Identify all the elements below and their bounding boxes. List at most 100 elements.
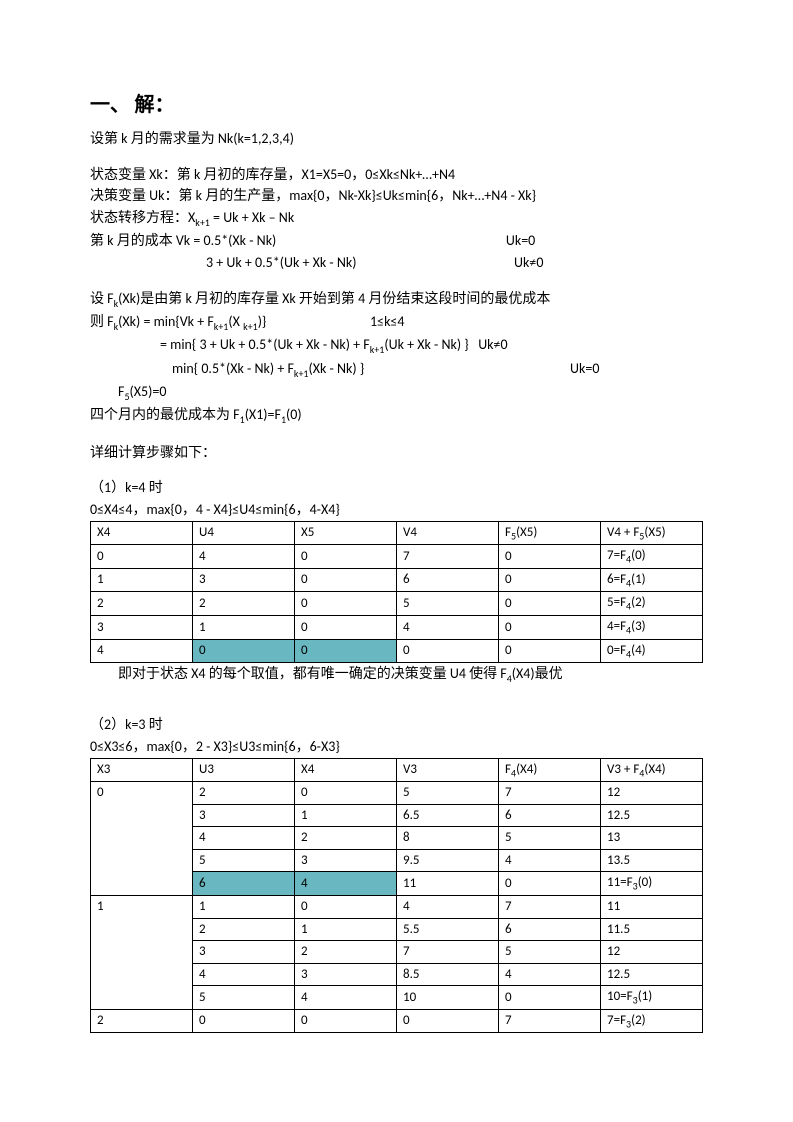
k3-cond: 0≤X3≤6，max{0，2 - X3}≤U3≤min{6，6-X3}	[90, 736, 703, 758]
k4-label: （1）k=4 时	[90, 477, 703, 499]
table-cell: 6	[499, 918, 601, 941]
transfer-equation: 状态转移方程：Xk+1 = Uk + Xk – Nk	[90, 207, 703, 230]
cost-cond-2: Uk≠0	[514, 254, 543, 271]
cost-eq-2: 3 + Uk + 0.5*(Uk + Xk - Nk)	[206, 254, 357, 271]
table-cell: 1	[295, 918, 397, 941]
table-cell: 12	[601, 782, 703, 805]
table-header-cell: X4	[295, 758, 397, 782]
table-cell: 5	[397, 782, 499, 805]
table-cell: 0	[499, 986, 601, 1010]
table-cell: 12.5	[601, 963, 703, 986]
table-cell: 7=F4(0)	[601, 545, 703, 569]
table-cell: 0	[295, 545, 397, 569]
table-cell: 0	[499, 615, 601, 639]
cost-eq-1: Vk = 0.5*(Xk - Nk)	[176, 232, 276, 249]
table-cell: 3	[295, 963, 397, 986]
k4-note: 即对于状态 X4 的每个取值，都有唯一确定的决策变量 U4 使得 F4(X4)最…	[90, 663, 703, 686]
section-title: 一、 解：	[90, 90, 703, 120]
table-cell: 2	[295, 827, 397, 850]
fk-sub1-cond: Uk≠0	[478, 336, 507, 353]
table-header-cell: U3	[193, 758, 295, 782]
table-cell: 0	[499, 592, 601, 616]
table-header-cell: F5(X5)	[499, 521, 601, 545]
table-cell: 4	[295, 986, 397, 1010]
table-cell: 0	[499, 568, 601, 592]
table-cell: 0	[499, 639, 601, 663]
table-cell: 13.5	[601, 849, 703, 872]
table-cell: 0	[499, 872, 601, 896]
k4-cond: 0≤X4≤4，max{0，4 - X4}≤U4≤min{6，4-X4}	[90, 499, 703, 521]
table-k3: X3U3X4V3F4(X4)V3 + F4(X4)0205712316.5612…	[90, 758, 703, 1033]
cost-line-2: 3 + Uk + 0.5*(Uk + Xk - Nk) Uk≠0	[90, 252, 703, 274]
table-cell: 4	[499, 849, 601, 872]
fk-main: 则 Fk(Xk) = min{Vk + Fk+1(X k+1)}1≤k≤4	[90, 311, 703, 334]
table-cell: 5	[499, 941, 601, 964]
k3-label: （2）k=3 时	[90, 714, 703, 736]
table-cell: 8.5	[397, 963, 499, 986]
cost-label: 第 k 月的成本	[90, 232, 176, 249]
table-cell: 10=F3(1)	[601, 986, 703, 1010]
table-cell: 0	[295, 896, 397, 919]
table-cell: 11=F3(0)	[601, 872, 703, 896]
table-cell: 0=F4(4)	[601, 639, 703, 663]
table-cell: 0	[499, 545, 601, 569]
table-cell: 0	[397, 1009, 499, 1033]
table-cell: 0	[193, 639, 295, 663]
decision-variable: 决策变量 Uk：第 k 月的生产量，max{0，Nk-Xk}≤Uk≤min{6，…	[90, 185, 703, 207]
table-cell: 0	[295, 639, 397, 663]
transfer-eq: Xk+1 = Uk + Xk – Nk	[188, 209, 294, 226]
table-cell: 6.5	[397, 804, 499, 827]
table-cell: 7	[397, 941, 499, 964]
table-cell: 7	[499, 896, 601, 919]
table-cell: 2	[193, 918, 295, 941]
table-cell: 4	[397, 615, 499, 639]
table-cell: 2	[295, 941, 397, 964]
table-cell: 4	[193, 963, 295, 986]
fk-sub2-cond: Uk=0	[570, 360, 599, 377]
table-cell: 1	[91, 568, 193, 592]
table-cell: 2	[91, 592, 193, 616]
table-cell: 5	[499, 827, 601, 850]
table-cell: 7	[499, 1009, 601, 1033]
table-cell: 4	[499, 963, 601, 986]
table-cell: 8	[397, 827, 499, 850]
table-cell: 12	[601, 941, 703, 964]
table-header-cell: X3	[91, 758, 193, 782]
table-cell: 0	[295, 592, 397, 616]
table-cell: 3	[193, 941, 295, 964]
table-cell: 3	[193, 804, 295, 827]
fk-terminal: F5(X5)=0	[90, 381, 703, 404]
table-cell: 1	[91, 896, 193, 1010]
fk-sub2: min{ 0.5*(Xk - Nk) + Fk+1(Xk - Nk) }Uk=0	[90, 358, 703, 381]
table-cell: 0	[91, 545, 193, 569]
table-cell: 0	[397, 639, 499, 663]
table-cell: 11	[601, 896, 703, 919]
state-variable: 状态变量 Xk：第 k 月初的库存量，X1=X5=0，0≤Xk≤Nk+…+N4	[90, 164, 703, 186]
table-cell: 0	[193, 1009, 295, 1033]
table-cell: 5.5	[397, 918, 499, 941]
table-header-cell: V4	[397, 521, 499, 545]
table-cell: 6	[193, 872, 295, 896]
table-cell: 5=F4(2)	[601, 592, 703, 616]
fk-intro: 设 Fk(Xk)是由第 k 月初的库存量 Xk 开始到第 4 月份结束这段时间的…	[90, 288, 703, 311]
table-k4: X4U4X5V4F5(X5)V4 + F5(X5)040707=F4(0)130…	[90, 521, 703, 664]
table-cell: 0	[91, 782, 193, 896]
table-cell: 13	[601, 827, 703, 850]
table-cell: 4	[193, 545, 295, 569]
table-cell: 0	[295, 615, 397, 639]
table-cell: 5	[193, 986, 295, 1010]
intro-text: 设第 k 月的需求量为 Nk(k=1,2,3,4)	[90, 128, 703, 150]
table-cell: 9.5	[397, 849, 499, 872]
table-cell: 10	[397, 986, 499, 1010]
table-header-cell: X5	[295, 521, 397, 545]
table-cell: 11.5	[601, 918, 703, 941]
table-cell: 5	[193, 849, 295, 872]
table-cell: 3	[295, 849, 397, 872]
fk-sub1: = min{ 3 + Uk + 0.5*(Uk + Xk - Nk) + Fk+…	[90, 334, 703, 357]
table-cell: 4=F4(3)	[601, 615, 703, 639]
table-cell: 1	[193, 896, 295, 919]
steps-label: 详细计算步骤如下：	[90, 442, 703, 464]
opt-4month: 四个月内的最优成本为 F1(X1)=F1(0)	[90, 404, 703, 427]
table-cell: 4	[193, 827, 295, 850]
table-cell: 2	[193, 782, 295, 805]
